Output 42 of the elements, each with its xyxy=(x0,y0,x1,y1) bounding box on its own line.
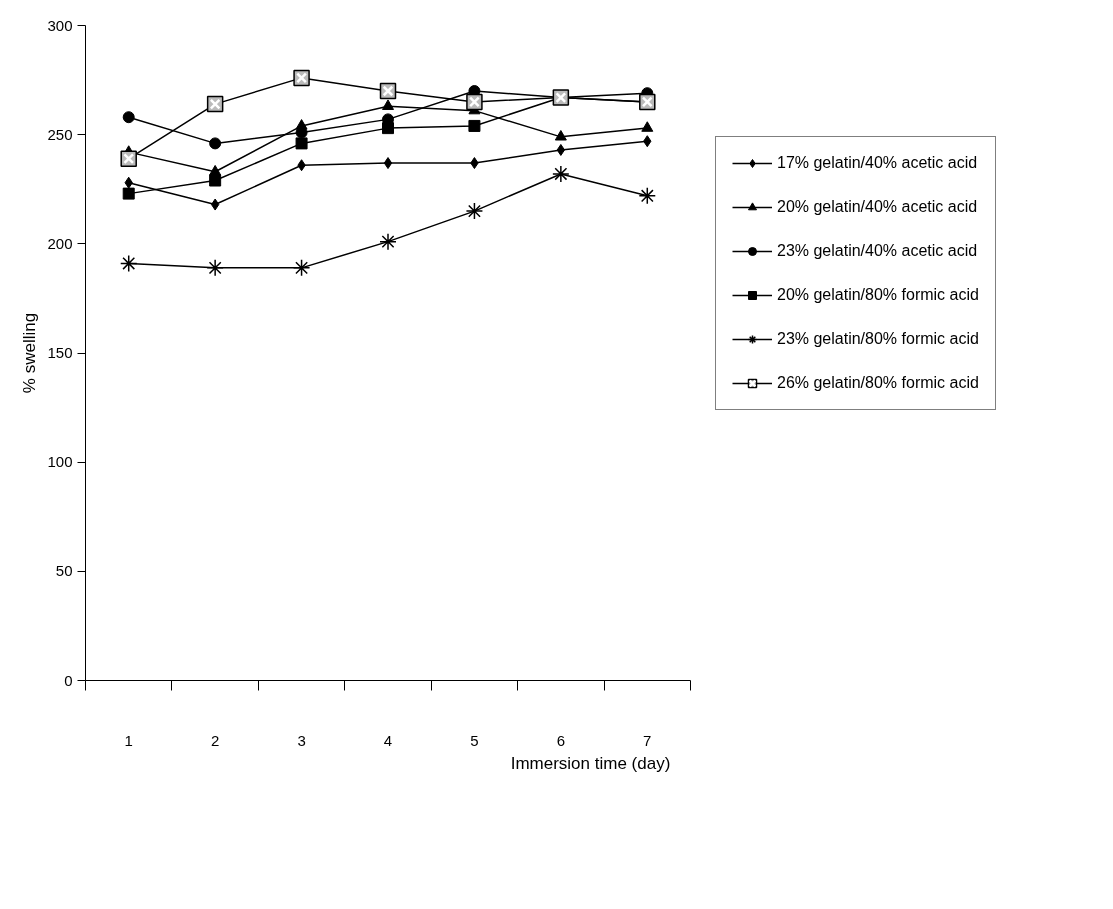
x-axis-title: Immersion time (day) xyxy=(510,753,671,773)
legend-label: 23% gelatin/40% acetic acid xyxy=(777,242,978,260)
point xyxy=(210,198,220,211)
point xyxy=(122,187,135,200)
y-tick-label: 50 xyxy=(55,562,73,580)
point xyxy=(382,122,394,135)
point xyxy=(641,121,654,132)
legend-label: 23% gelatin/80% formic acid xyxy=(777,330,979,348)
y-tick-label: 0 xyxy=(64,671,73,689)
y-tick-label: 100 xyxy=(47,453,73,471)
y-tick-label: 300 xyxy=(47,16,73,34)
x-tick-label: 6 xyxy=(556,731,566,749)
x-tick-label: 1 xyxy=(124,731,133,749)
point xyxy=(465,202,484,220)
point xyxy=(292,259,311,277)
legend-label: 20% gelatin/40% acetic acid xyxy=(777,198,978,216)
point xyxy=(209,174,222,187)
point xyxy=(552,165,570,183)
point xyxy=(383,157,393,170)
point xyxy=(119,254,138,273)
x-tick-label: 7 xyxy=(643,731,652,749)
point xyxy=(382,99,394,110)
point xyxy=(209,137,222,150)
x-tick-label: 5 xyxy=(470,731,479,749)
y-axis-title: % swelling xyxy=(20,312,40,394)
y-tick-label: 200 xyxy=(47,234,73,252)
point xyxy=(638,187,657,205)
y-tick-label: 150 xyxy=(47,344,73,361)
point xyxy=(379,232,397,251)
point xyxy=(122,111,135,124)
point xyxy=(295,137,308,150)
y-tick-label: 250 xyxy=(47,125,73,143)
legend-label: 17% gelatin/40% acetic acid xyxy=(777,154,978,172)
legend-label: 26% gelatin/80% formic acid xyxy=(777,374,979,392)
point xyxy=(554,130,567,141)
x-tick-label: 4 xyxy=(383,731,393,749)
point xyxy=(556,143,566,156)
legend-label: 20% gelatin/80% formic acid xyxy=(777,286,979,304)
x-tick-label: 2 xyxy=(210,731,220,749)
point xyxy=(468,119,481,132)
x-tick-label: 3 xyxy=(297,731,306,749)
point xyxy=(206,259,224,277)
